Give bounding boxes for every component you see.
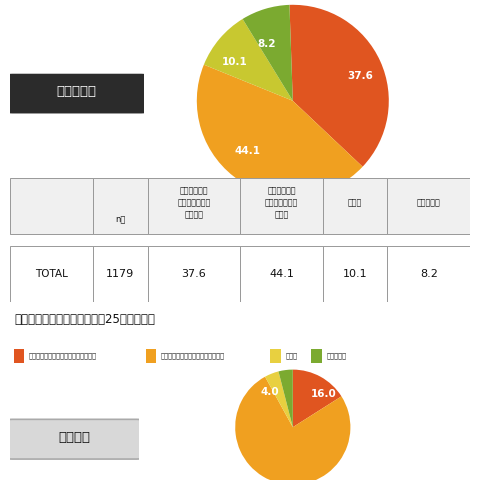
Bar <box>323 178 387 234</box>
Bar <box>10 178 93 234</box>
Bar <box>148 246 240 302</box>
Text: 主たる回答: 主たる回答 <box>57 85 97 98</box>
Bar <box>323 246 387 302</box>
Bar <box>240 246 323 302</box>
Text: 8.2: 8.2 <box>257 39 276 49</box>
Text: わからない: わからない <box>417 198 441 207</box>
Wedge shape <box>204 19 293 101</box>
Text: 37.6: 37.6 <box>347 72 373 81</box>
Text: 1179: 1179 <box>106 269 134 279</box>
Wedge shape <box>293 370 341 427</box>
Wedge shape <box>235 377 350 480</box>
Text: 10.1: 10.1 <box>222 57 247 67</box>
Wedge shape <box>197 65 362 197</box>
Bar <box>387 178 470 234</box>
Text: 情報システム／セキュリティ管理部門: 情報システム／セキュリティ管理部門 <box>29 353 97 359</box>
Bar <box>387 246 470 302</box>
Bar <box>148 178 240 234</box>
Text: 4.0: 4.0 <box>260 387 279 397</box>
Text: わからない: わからない <box>326 353 346 359</box>
FancyBboxPatch shape <box>7 74 147 113</box>
Wedge shape <box>289 5 389 167</box>
Wedge shape <box>278 370 293 427</box>
Wedge shape <box>242 5 293 101</box>
Text: リスク管理／
コンプライアン
ス部門: リスク管理／ コンプライアン ス部門 <box>265 187 298 219</box>
Bar <box>270 349 280 363</box>
Text: 参考比較: 参考比較 <box>59 431 90 444</box>
Bar <box>10 246 93 302</box>
Text: その他: その他 <box>348 198 362 207</box>
Bar <box>145 349 156 363</box>
Text: その他: その他 <box>285 353 297 359</box>
Bar <box>312 349 322 363</box>
Text: 16.0: 16.0 <box>311 389 336 399</box>
Bar <box>240 178 323 234</box>
Text: TOTAL: TOTAL <box>35 269 68 279</box>
Text: 37.6: 37.6 <box>181 269 206 279</box>
Text: （ご参考：日絏平均銘柄会楦25社の集計）: （ご参考：日絏平均銘柄会楦25社の集計） <box>14 313 155 326</box>
Text: 10.1: 10.1 <box>343 269 368 279</box>
Bar <box>93 246 148 302</box>
Wedge shape <box>265 372 293 427</box>
Text: リスク管理／コンプライアンス部門: リスク管理／コンプライアンス部門 <box>160 353 224 359</box>
Bar <box>93 178 148 234</box>
FancyBboxPatch shape <box>7 420 142 459</box>
Text: 8.2: 8.2 <box>420 269 438 279</box>
Text: 44.1: 44.1 <box>269 269 294 279</box>
Bar <box>14 349 24 363</box>
Text: 44.1: 44.1 <box>235 146 261 156</box>
Text: n＝: n＝ <box>115 215 125 224</box>
Text: 情報システム
／セキュリティ
管理部門: 情報システム ／セキュリティ 管理部門 <box>177 187 211 219</box>
